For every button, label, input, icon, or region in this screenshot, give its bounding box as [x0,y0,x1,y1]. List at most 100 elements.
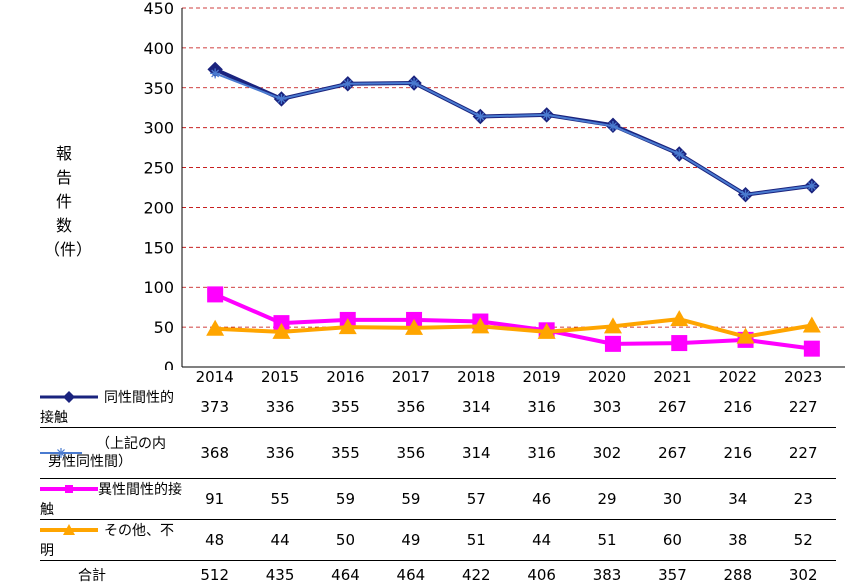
table-cell: 316 [509,387,574,428]
y-tick-label: 100 [143,278,174,297]
y-tick-label: 450 [143,0,174,18]
total-label-text: 合計 [40,568,106,584]
y-axis-title: 報 告 件 数 （件） [44,142,84,262]
table-cell: 314 [444,428,509,479]
x-tick-label: 2019 [509,367,574,387]
table-cell: 52 [771,520,836,561]
table-cell: 91 [182,479,247,520]
y-tick-label: 250 [143,159,174,178]
table-row: （上記の内 男性同性間） 368 336 355 356 314 316 302… [40,428,836,479]
table-cell: 356 [378,387,443,428]
table-row: その他、不明 48 44 50 49 51 44 51 60 38 52 [40,520,836,561]
y-axis-title-char: 報 [44,142,84,166]
table-cell: 355 [313,428,378,479]
table-cell: 267 [640,387,705,428]
table-cell: 44 [247,520,312,561]
table-cell: 30 [640,479,705,520]
legend-entry: 異性間性的接触 [40,479,182,520]
x-tick-label: 2020 [574,367,639,387]
table-row: 合計 512 435 464 464 422 406 383 357 288 3… [40,561,836,588]
y-axis-title-char: （件） [44,238,84,262]
y-tick-label: 200 [143,198,174,217]
table-row: 異性間性的接触 91 55 59 59 57 46 29 30 34 23 [40,479,836,520]
table-cell: 406 [509,561,574,588]
x-tick-label: 2015 [247,367,312,387]
data-point [276,94,286,104]
table-cell: 383 [574,561,639,588]
data-point [807,181,817,191]
table-cell: 267 [640,428,705,479]
table-cell: 55 [247,479,312,520]
table-cell: 34 [705,479,770,520]
table-cell: 368 [182,428,247,479]
table-cell: 46 [509,479,574,520]
data-point [210,68,220,78]
table-cell: 357 [640,561,705,588]
data-point [475,111,485,121]
table-cell: 314 [444,387,509,428]
y-tick-label: 300 [143,119,174,138]
x-tick-label: 2017 [378,367,443,387]
table-cell: 512 [182,561,247,588]
table-cell: 59 [378,479,443,520]
table-cell: 38 [705,520,770,561]
table-cell: 356 [378,428,443,479]
data-point [674,149,684,159]
x-tick-label: 2023 [771,367,836,387]
table-cell: 336 [247,428,312,479]
table-cell: 464 [378,561,443,588]
legend-key-asterisk [40,446,82,460]
table-cell: 50 [313,520,378,561]
table-cell: 435 [247,561,312,588]
data-point [605,336,621,352]
x-tick-label: 2022 [705,367,770,387]
data-point [343,79,353,89]
x-tick-label: 2014 [182,367,247,387]
table-cell: 48 [182,520,247,561]
table-cell: 303 [574,387,639,428]
y-tick-label: 400 [143,39,174,58]
y-tick-label: 150 [143,238,174,257]
table-cell: 316 [509,428,574,479]
table-cell: 302 [574,428,639,479]
legend-key-diamond [40,390,98,404]
table-cell: 216 [705,387,770,428]
table-header-row: 2014 2015 2016 2017 2018 2019 2020 2021 … [40,367,836,387]
table-cell: 216 [705,428,770,479]
table-cell: 288 [705,561,770,588]
table-cell: 464 [313,561,378,588]
table-cell: 44 [509,520,574,561]
x-tick-label: 2021 [640,367,705,387]
data-table: 2014 2015 2016 2017 2018 2019 2020 2021 … [40,367,836,588]
table-cell: 51 [574,520,639,561]
table-cell: 227 [771,387,836,428]
data-point [542,110,552,120]
table-cell: 29 [574,479,639,520]
y-axis-title-char: 件 [44,190,84,214]
y-axis-title-char: 数 [44,214,84,238]
table-cell: 302 [771,561,836,588]
data-point [741,190,751,200]
table-cell: 355 [313,387,378,428]
series-line [215,69,812,194]
x-tick-label: 2016 [313,367,378,387]
legend-label: （上記の内 男性同性間） [88,435,166,471]
x-tick-label: 2018 [444,367,509,387]
table-cell: 49 [378,520,443,561]
table-cell: 336 [247,387,312,428]
data-point [671,335,687,351]
table-cell: 373 [182,387,247,428]
series-line [215,294,812,348]
y-tick-label: 350 [143,79,174,98]
legend-key-square [40,482,98,496]
data-point [409,78,419,88]
table-cell: 422 [444,561,509,588]
data-point [804,341,820,357]
table-cell: 57 [444,479,509,520]
table-cell: 23 [771,479,836,520]
data-point [207,286,223,302]
table-cell: 60 [640,520,705,561]
legend-entry: その他、不明 [40,520,182,561]
legend-entry: 同性間性的接触 [40,387,182,428]
